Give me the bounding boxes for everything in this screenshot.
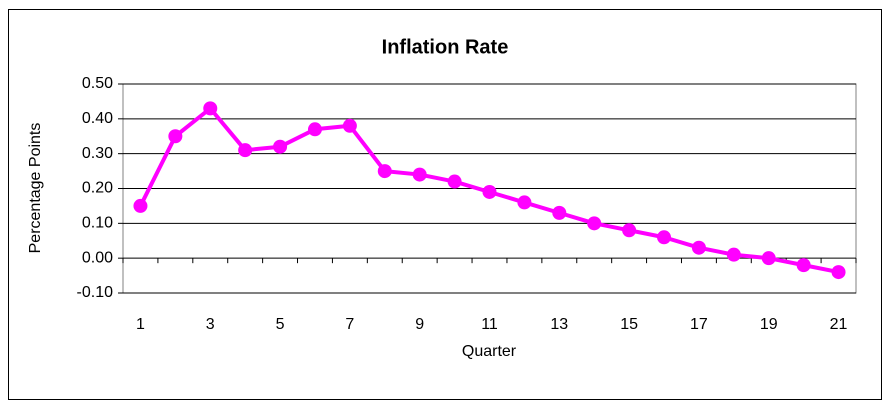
point [587, 216, 602, 231]
x-tick-label: 3 [206, 316, 215, 333]
point [482, 184, 497, 199]
point [412, 167, 427, 182]
y-tick-label: 0.20 [82, 180, 113, 197]
point [342, 118, 357, 133]
point [691, 240, 706, 255]
point [657, 230, 672, 245]
point [273, 139, 288, 154]
point [552, 205, 567, 220]
y-tick-label: 0.00 [82, 249, 113, 266]
point [796, 258, 811, 273]
y-tick-label: 0.30 [82, 145, 113, 162]
y-tick-label: 0.40 [82, 110, 113, 127]
x-tick-label: 9 [415, 316, 424, 333]
x-axis-label: Quarter [462, 343, 517, 360]
point [168, 129, 183, 144]
x-tick-label: 1 [136, 316, 145, 333]
point [238, 143, 253, 158]
point [831, 265, 846, 280]
x-tick-label: 7 [345, 316, 354, 333]
point [203, 101, 218, 116]
point [133, 198, 148, 213]
point [447, 174, 462, 189]
point [517, 195, 532, 210]
point [622, 223, 637, 238]
x-tick-label: 11 [481, 316, 498, 333]
x-tick-label: 21 [830, 316, 848, 333]
y-tick-label: -0.10 [77, 284, 114, 301]
x-tick-label: 19 [760, 316, 778, 333]
y-tick-label: 0.50 [82, 75, 113, 92]
x-tick-label: 17 [690, 316, 708, 333]
point [307, 122, 322, 137]
x-tick-label: 15 [620, 316, 638, 333]
point [377, 164, 392, 179]
y-axis-label: Percentage Points [27, 123, 44, 254]
point [761, 251, 776, 266]
point [726, 247, 741, 262]
chart-title: Inflation Rate [382, 36, 509, 58]
x-tick-label: 13 [550, 316, 568, 333]
y-tick-label: 0.10 [82, 215, 113, 232]
x-tick-label: 5 [276, 316, 285, 333]
